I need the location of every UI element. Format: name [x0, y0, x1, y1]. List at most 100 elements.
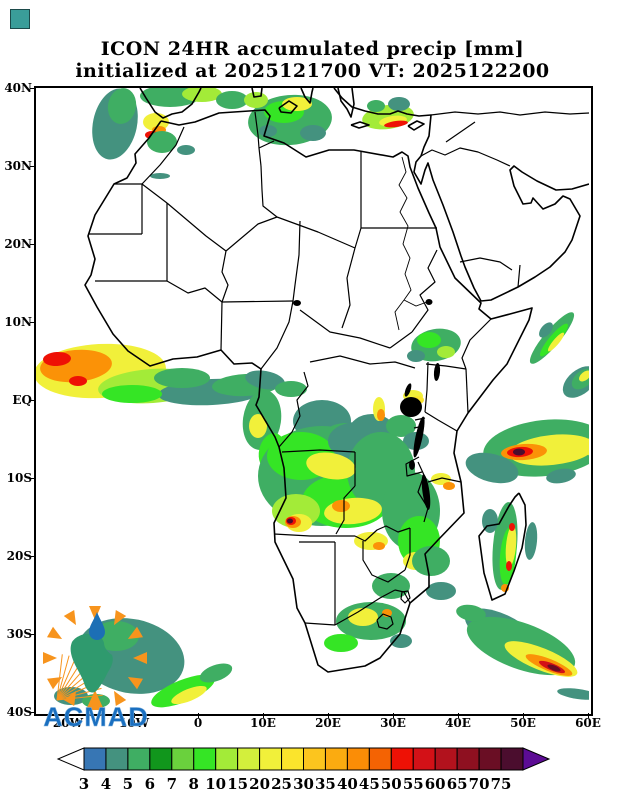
precip-blob: [524, 522, 538, 560]
colorbar-segment: [456, 747, 480, 771]
precip-blob: [150, 173, 170, 179]
colorbar-segment: [412, 747, 436, 771]
precip-blob: [506, 561, 512, 571]
colorbar-value: 6: [145, 775, 155, 793]
precip-blob: [151, 674, 215, 708]
lake: [413, 416, 425, 458]
lon-label-0: 0: [193, 716, 203, 730]
colorbar-value: 70: [469, 775, 490, 793]
logo-sun-triangle: [127, 677, 143, 690]
country-border: [276, 216, 356, 249]
lon-label-20E: 20E: [315, 716, 341, 730]
country-border: [411, 249, 438, 333]
lat-tick: [30, 243, 35, 245]
precip-blob: [199, 663, 233, 683]
colorbar-value: 10: [205, 775, 226, 793]
coastline: [251, 88, 263, 98]
country-border: [465, 368, 469, 414]
precip-blob: [547, 664, 561, 672]
country-border: [430, 111, 589, 116]
lat-tick: [30, 477, 35, 479]
precip-blob: [249, 414, 267, 438]
precip-blob: [373, 542, 385, 550]
precip-blob: [456, 604, 486, 622]
colorbar-segment: [83, 747, 107, 771]
colorbar-segment: [478, 747, 502, 771]
colorbar-segment: [281, 747, 304, 771]
country-border: [281, 449, 356, 453]
colorbar-segment: [324, 747, 348, 771]
country-border: [517, 264, 521, 288]
precip-blob: [93, 621, 139, 651]
country-border: [354, 525, 411, 542]
precip-blob: [154, 368, 210, 388]
colorbar-segment: [149, 747, 173, 771]
colorbar-value: 30: [293, 775, 314, 793]
lon-tick: [588, 713, 589, 718]
lat-label-10S: 10S: [6, 471, 32, 485]
country-border: [309, 355, 416, 369]
lat-tick: [30, 555, 35, 557]
lon-tick: [393, 713, 394, 718]
country-border: [166, 280, 223, 303]
lon-tick: [134, 713, 135, 718]
colorbar-value: 20: [249, 775, 270, 793]
country-border: [425, 363, 467, 370]
precip-blob: [437, 346, 455, 358]
lat-tick: [30, 399, 35, 401]
precip-blob: [513, 448, 525, 456]
colorbar-segment: [434, 747, 458, 771]
corner-marker-square: [10, 9, 30, 29]
lon-tick: [523, 713, 524, 718]
colorbar-right-arrow: [522, 747, 551, 771]
precip-blob: [275, 381, 307, 397]
logo-water-drop-icon: [89, 612, 105, 640]
precip-blob: [259, 125, 277, 137]
precip-blob: [539, 322, 553, 338]
precip-blob: [171, 685, 207, 705]
lat-label-40N: 40N: [4, 81, 32, 95]
lat-label-20N: 20N: [4, 237, 32, 251]
logo-fan-ray: [56, 657, 77, 701]
colorbar-segment: [105, 747, 129, 771]
colorbar-segment: [215, 747, 239, 771]
country-border: [299, 309, 391, 349]
colorbar-value: 7: [167, 775, 177, 793]
precip-blob: [443, 482, 455, 490]
lat-tick: [30, 87, 35, 89]
lon-label-10W: 10W: [118, 716, 150, 730]
precip-blob: [388, 97, 410, 111]
precip-blob: [390, 634, 412, 648]
colorbar-value: 55: [403, 775, 424, 793]
precip-blob: [384, 120, 408, 128]
precip-blob: [367, 100, 385, 112]
logo-fan-ray: [56, 654, 63, 701]
precip-blob: [348, 608, 378, 626]
precip-blob: [147, 131, 177, 153]
colorbar-segment: [127, 747, 151, 771]
precip-blob: [412, 546, 450, 576]
coastline: [478, 492, 527, 601]
lat-tick: [30, 711, 35, 713]
colorbar-value: 8: [189, 775, 199, 793]
lon-label-30E: 30E: [380, 716, 406, 730]
precip-blob: [465, 452, 519, 484]
logo-sun-triangle: [89, 606, 101, 620]
country-border: [141, 126, 185, 185]
country-border: [362, 541, 406, 583]
precip-blob: [579, 370, 589, 382]
country-border: [335, 485, 356, 535]
lon-tick: [198, 713, 199, 718]
precip-blob: [182, 88, 222, 102]
colorbar-value: 60: [425, 775, 446, 793]
country-border: [424, 361, 429, 413]
lat-label-30N: 30N: [4, 159, 32, 173]
coastline: [278, 100, 298, 114]
logo-sun-triangle: [63, 610, 76, 626]
map-title-line1: ICON 24HR accumulated precip [mm]: [100, 38, 525, 60]
precip-blob: [426, 582, 456, 600]
country-border: [220, 301, 223, 351]
precipitation-map: [36, 88, 589, 708]
lat-label-EQ: EQ: [12, 393, 32, 407]
colorbar-segment: [500, 747, 524, 771]
